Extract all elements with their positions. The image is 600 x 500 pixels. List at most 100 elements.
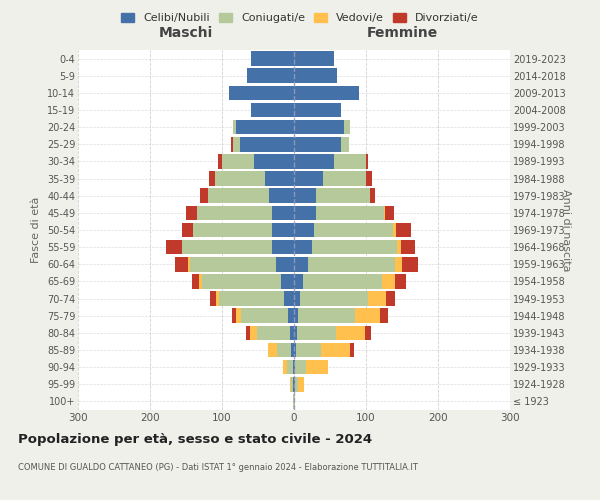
Bar <box>386 292 395 306</box>
Bar <box>265 172 294 186</box>
Bar <box>384 206 385 220</box>
Bar <box>294 394 295 408</box>
Bar <box>193 222 272 238</box>
Y-axis label: Fasce di età: Fasce di età <box>31 197 41 263</box>
Bar <box>401 240 415 254</box>
Bar <box>298 308 355 323</box>
Bar <box>294 137 341 152</box>
Bar <box>323 172 366 186</box>
Bar <box>232 308 236 323</box>
Bar <box>288 308 294 323</box>
Bar <box>294 86 359 100</box>
Bar <box>254 154 294 168</box>
Bar <box>199 274 202 288</box>
Bar <box>334 154 366 168</box>
Legend: Celibi/Nubili, Coniugati/e, Vedovi/e, Divorziati/e: Celibi/Nubili, Coniugati/e, Vedovi/e, Di… <box>117 8 483 28</box>
Bar <box>241 308 288 323</box>
Bar <box>294 308 298 323</box>
Bar <box>250 326 257 340</box>
Bar <box>294 172 323 186</box>
Bar <box>276 257 294 272</box>
Bar <box>215 292 219 306</box>
Bar <box>190 257 276 272</box>
Bar <box>298 377 304 392</box>
Bar <box>277 342 291 357</box>
Y-axis label: Anni di nascita: Anni di nascita <box>561 188 571 271</box>
Bar <box>291 377 293 392</box>
Bar <box>272 222 294 238</box>
Bar <box>287 360 293 374</box>
Bar <box>208 188 269 203</box>
Bar <box>395 274 406 288</box>
Bar <box>294 154 334 168</box>
Bar <box>365 326 371 340</box>
Bar <box>230 137 233 152</box>
Bar <box>182 240 272 254</box>
Bar <box>294 342 296 357</box>
Bar <box>268 342 277 357</box>
Bar <box>294 102 341 118</box>
Bar <box>308 257 395 272</box>
Bar <box>294 326 297 340</box>
Bar <box>269 188 294 203</box>
Text: Femmine: Femmine <box>367 26 437 40</box>
Bar <box>257 326 290 340</box>
Bar <box>166 240 182 254</box>
Bar <box>192 274 199 288</box>
Bar <box>314 222 394 238</box>
Bar <box>293 377 294 392</box>
Bar <box>197 206 272 220</box>
Bar <box>382 274 395 288</box>
Bar <box>202 274 281 288</box>
Bar <box>229 86 294 100</box>
Bar <box>380 308 388 323</box>
Bar <box>240 137 294 152</box>
Bar <box>294 377 295 392</box>
Bar <box>210 292 215 306</box>
Bar <box>316 206 384 220</box>
Bar <box>186 206 197 220</box>
Bar <box>306 360 328 374</box>
Bar <box>316 188 370 203</box>
Bar <box>272 240 294 254</box>
Bar <box>294 206 316 220</box>
Bar <box>300 292 368 306</box>
Bar <box>247 68 294 83</box>
Bar <box>218 154 222 168</box>
Bar <box>294 360 295 374</box>
Bar <box>222 154 254 168</box>
Bar <box>294 274 302 288</box>
Bar <box>233 120 236 134</box>
Bar <box>284 292 294 306</box>
Bar <box>290 377 291 392</box>
Bar <box>337 326 365 340</box>
Bar <box>344 120 350 134</box>
Bar <box>366 172 372 186</box>
Bar <box>402 257 418 272</box>
Bar <box>296 342 322 357</box>
Bar <box>219 292 284 306</box>
Bar <box>294 52 334 66</box>
Bar <box>233 137 240 152</box>
Bar <box>302 274 382 288</box>
Bar <box>350 342 354 357</box>
Bar <box>395 257 402 272</box>
Bar <box>385 206 394 220</box>
Bar <box>294 120 344 134</box>
Bar <box>283 360 287 374</box>
Bar <box>294 240 312 254</box>
Bar <box>215 172 265 186</box>
Bar <box>294 292 300 306</box>
Bar <box>200 188 208 203</box>
Bar <box>322 342 350 357</box>
Text: Maschi: Maschi <box>159 26 213 40</box>
Bar <box>295 377 298 392</box>
Bar <box>395 222 412 238</box>
Bar <box>295 360 306 374</box>
Bar <box>368 292 386 306</box>
Bar <box>397 240 401 254</box>
Bar <box>272 206 294 220</box>
Bar <box>175 257 188 272</box>
Bar <box>247 326 250 340</box>
Bar <box>294 188 316 203</box>
